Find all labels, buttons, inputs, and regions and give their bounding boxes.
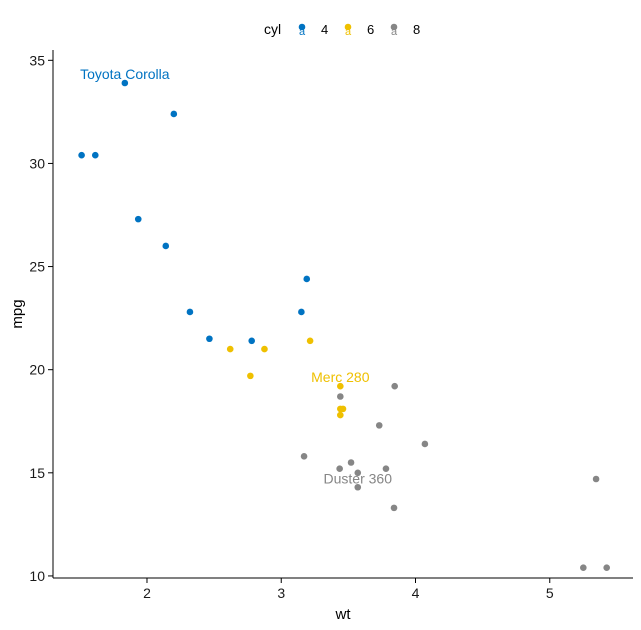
point-cyl-8: [375, 422, 383, 429]
y-axis-title: mpg: [9, 299, 26, 328]
y-tick-label: 30: [29, 155, 45, 171]
point-cyl-8: [347, 459, 355, 466]
point-cyl-6: [261, 345, 268, 353]
legend-title: cyl: [264, 21, 281, 37]
y-tick-label: 25: [29, 259, 45, 275]
point-cyl-8: [580, 564, 587, 571]
point-cyl-4: [162, 242, 170, 250]
point-cyl-4: [248, 337, 256, 345]
legend-key-point: [344, 23, 352, 31]
point-cyl-8: [300, 453, 308, 460]
point-cyl-8: [391, 382, 398, 390]
point-cyl-4: [78, 151, 85, 159]
point-cyl-6: [337, 411, 344, 419]
y-tick-label: 35: [29, 52, 45, 68]
point-cyl-6: [339, 405, 347, 413]
point-annotation: Duster 360: [324, 470, 393, 486]
point-cyl-4: [186, 308, 194, 316]
point-cyl-6: [337, 382, 344, 390]
axes: 2 3 4 5 10 15 20 25 30 35: [29, 50, 633, 601]
point-cyl-8: [382, 465, 390, 472]
point-cyl-4: [206, 335, 213, 343]
y-tick-label: 10: [29, 568, 45, 584]
point-annotation: Merc 280: [311, 369, 370, 385]
y-tick-label: 15: [29, 465, 45, 481]
point-annotation: Toyota Corolla: [80, 66, 170, 82]
point-cyl-8: [390, 504, 398, 512]
point-cyl-8: [337, 393, 344, 400]
point-cyl-8: [336, 465, 343, 472]
point-cyl-6: [226, 345, 234, 353]
point-cyl-4: [91, 151, 99, 159]
legend-key-glyph: a: [345, 26, 352, 38]
legend-key-point: [390, 23, 398, 31]
point-cyl-4: [298, 308, 305, 316]
point-cyl-8: [354, 483, 362, 491]
plot-area: Toyota Corolla Merc 280 Duster 360: [78, 66, 610, 571]
x-tick-label: 5: [546, 585, 554, 601]
x-axis-title: wt: [335, 606, 352, 623]
legend-key-point: [298, 23, 306, 31]
legend-label: 6: [367, 22, 374, 37]
legend-label: 8: [413, 22, 420, 37]
legend-label: 4: [321, 22, 328, 37]
legend-key-glyph: a: [299, 26, 306, 38]
y-tick-label: 20: [29, 362, 45, 378]
point-cyl-8: [421, 440, 429, 448]
legend: cyl a 4 a 6 a 8: [264, 21, 420, 38]
point-cyl-4: [134, 215, 142, 223]
point-cyl-6: [247, 372, 254, 380]
point-cyl-6: [306, 337, 314, 345]
point-cyl-4: [303, 275, 311, 283]
legend-key-glyph: a: [391, 26, 398, 38]
x-tick-label: 2: [143, 585, 151, 601]
point-cyl-8: [603, 564, 610, 571]
point-cyl-8: [354, 469, 362, 477]
x-tick-label: 4: [412, 585, 420, 601]
x-tick-label: 3: [277, 585, 285, 601]
point-cyl-4: [121, 79, 129, 87]
point-cyl-4: [170, 110, 178, 118]
point-cyl-8: [592, 475, 600, 483]
